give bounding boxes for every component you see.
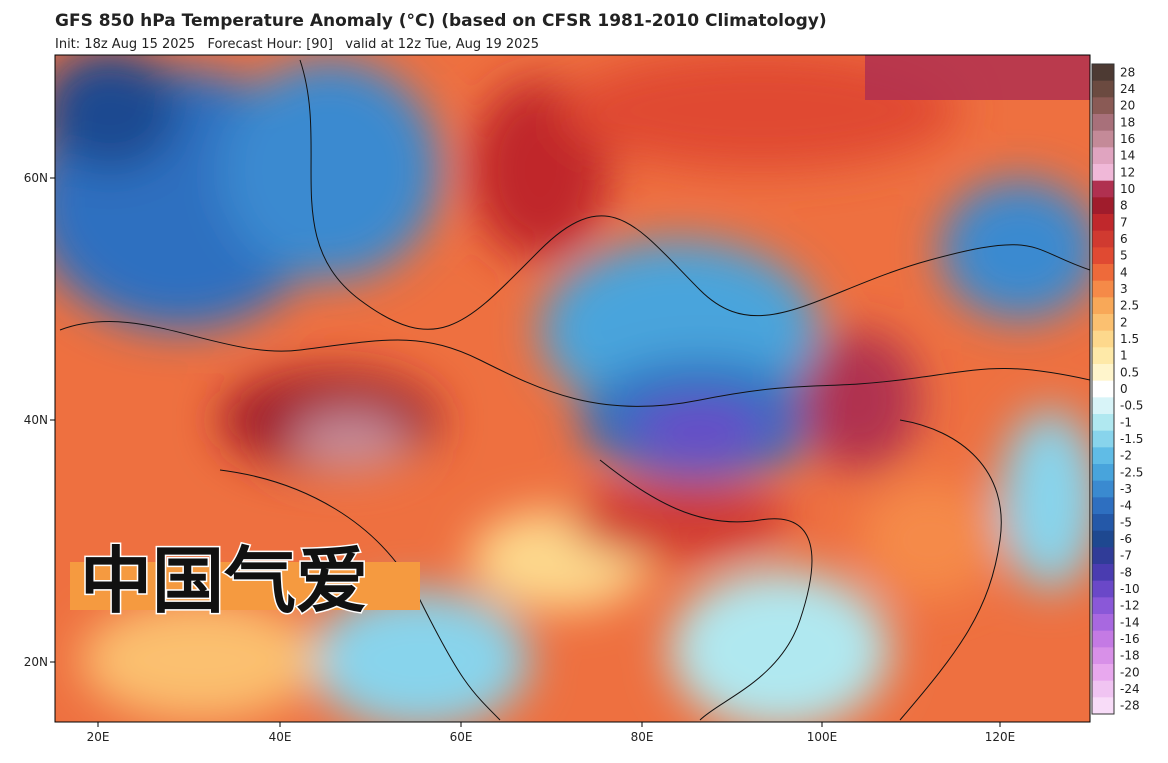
colorbar-swatch — [1092, 514, 1114, 532]
colorbar-label: 2 — [1120, 315, 1128, 329]
title: GFS 850 hPa Temperature Anomaly (°C) (ba… — [55, 11, 827, 31]
colorbar-label: 6 — [1120, 232, 1128, 246]
colorbar-label: -4 — [1120, 499, 1132, 513]
colorbar-frame — [1091, 63, 1115, 715]
colorbar-label: -10 — [1120, 582, 1140, 596]
colorbar-label: 18 — [1120, 115, 1135, 129]
colorbar-swatch — [1092, 430, 1114, 448]
colorbar-swatch — [1092, 647, 1114, 665]
colorbar-swatch — [1092, 630, 1114, 648]
colorbar-swatch — [1092, 597, 1114, 615]
colorbar-label: -14 — [1120, 615, 1140, 629]
watermark-band — [70, 562, 420, 610]
lon-label: 20E — [87, 730, 110, 744]
colorbar-label: 12 — [1120, 165, 1135, 179]
colorbar-swatch — [1092, 414, 1114, 432]
colorbar-swatch — [1092, 330, 1114, 348]
colorbar-label: -3 — [1120, 482, 1132, 496]
colorbar-swatch — [1092, 97, 1114, 115]
colorbar-swatch — [1092, 380, 1114, 398]
colorbar-label: -2.5 — [1120, 465, 1143, 479]
colorbar-swatch — [1092, 247, 1114, 265]
colorbar-swatch — [1092, 480, 1114, 498]
colorbar-label: 1 — [1120, 349, 1128, 363]
lon-label: 80E — [631, 730, 654, 744]
colorbar-swatch — [1092, 130, 1114, 148]
colorbar-swatch — [1092, 314, 1114, 332]
colorbar-label: 24 — [1120, 82, 1135, 96]
colorbar-label: -6 — [1120, 532, 1132, 546]
colorbar-swatch — [1092, 564, 1114, 582]
colorbar-swatch — [1092, 64, 1114, 82]
colorbar-label: -28 — [1120, 699, 1140, 713]
map-frame — [54, 54, 1091, 723]
lat-labels: 60N 40N 20N — [24, 171, 55, 669]
colorbar-label: -8 — [1120, 565, 1132, 579]
colorbar-swatch — [1092, 397, 1114, 415]
colorbar-label: 14 — [1120, 149, 1135, 163]
colorbar-swatch — [1092, 664, 1114, 682]
colorbar-label: -16 — [1120, 632, 1140, 646]
colorbar-label: 0 — [1120, 382, 1128, 396]
colorbar-label: 1.5 — [1120, 332, 1139, 346]
colorbar-label: 7 — [1120, 215, 1128, 229]
colorbar-label: -1.5 — [1120, 432, 1143, 446]
lat-label: 20N — [24, 655, 48, 669]
colorbar-label: -2 — [1120, 449, 1132, 463]
colorbar-swatch — [1092, 147, 1114, 165]
colorbar-swatch — [1092, 697, 1114, 715]
colorbar-label: -20 — [1120, 665, 1140, 679]
colorbar-swatch — [1092, 297, 1114, 315]
colorbar-swatch — [1092, 464, 1114, 482]
colorbar-label: -24 — [1120, 682, 1140, 696]
colorbar-swatch — [1092, 214, 1114, 232]
colorbar-label: -12 — [1120, 599, 1140, 613]
colorbar-label: 20 — [1120, 99, 1135, 113]
colorbar-swatch — [1092, 580, 1114, 598]
colorbar-label: -1 — [1120, 415, 1132, 429]
colorbar-swatch — [1092, 164, 1114, 182]
colorbar-label: 28 — [1120, 65, 1135, 79]
colorbar-label: -5 — [1120, 515, 1132, 529]
colorbar-label: -7 — [1120, 549, 1132, 563]
colorbar-swatch — [1092, 614, 1114, 632]
colorbar-swatch — [1092, 497, 1114, 515]
colorbar-swatch — [1092, 530, 1114, 548]
colorbar-swatch — [1092, 364, 1114, 382]
lon-label: 60E — [450, 730, 473, 744]
colorbar-swatch — [1092, 347, 1114, 365]
colorbar-swatch — [1092, 80, 1114, 98]
colorbar: 28 24 20 18 16 14 12 10 8 7 6 5 4 3 2.5 2 1.5 1 0.5 0 -0.5 -1… — [1091, 63, 1143, 715]
map-field — [55, 55, 1090, 722]
colorbar-swatch — [1092, 180, 1114, 198]
watermark: 中国气爱 — [80, 539, 368, 623]
colorbar-label: -18 — [1120, 649, 1140, 663]
lon-label: 100E — [807, 730, 838, 744]
lat-label: 40N — [24, 413, 48, 427]
colorbar-swatch — [1092, 197, 1114, 215]
colorbar-label: 8 — [1120, 199, 1128, 213]
subtitle: Init: 18z Aug 15 2025 Forecast Hour: [90… — [55, 37, 539, 52]
colorbar-swatch — [1092, 680, 1114, 698]
colorbar-label: 0.5 — [1120, 365, 1139, 379]
colorbar-swatch — [1092, 230, 1114, 248]
colorbar-label: 3 — [1120, 282, 1128, 296]
lon-label: 120E — [985, 730, 1016, 744]
lon-labels: 20E 40E 60E 80E 100E 120E — [87, 722, 1016, 744]
colorbar-label: 2.5 — [1120, 299, 1139, 313]
lon-label: 40E — [269, 730, 292, 744]
colorbar-swatch — [1092, 280, 1114, 298]
colorbar-swatch — [1092, 264, 1114, 282]
colorbar-swatch — [1092, 547, 1114, 565]
colorbar-label: 5 — [1120, 249, 1128, 263]
colorbar-label: -0.5 — [1120, 399, 1143, 413]
colorbar-swatch — [1092, 114, 1114, 132]
colorbar-swatch — [1092, 447, 1114, 465]
colorbar-label: 16 — [1120, 132, 1135, 146]
colorbar-label: 4 — [1120, 265, 1128, 279]
colorbar-label: 10 — [1120, 182, 1135, 196]
lat-label: 60N — [24, 171, 48, 185]
